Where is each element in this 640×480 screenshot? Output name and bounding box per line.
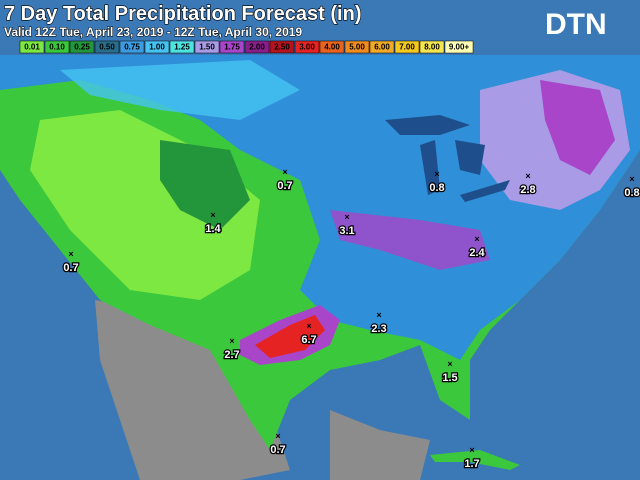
- point-label: 1.5: [442, 372, 457, 384]
- point-marker: ×: [469, 445, 474, 455]
- legend-label: 2.00: [249, 43, 265, 52]
- legend-label: 0.50: [99, 43, 115, 52]
- point-label: 0.7: [63, 262, 78, 274]
- precip-cyan: [60, 60, 300, 120]
- legend-swatch: [244, 40, 270, 54]
- title: 7 Day Total Precipitation Forecast (in): [4, 3, 361, 25]
- lake-michigan: [420, 140, 440, 195]
- legend: 0.01 0.10 0.25 0.50 0.75 1.00 1.25 1.50 1.75 2.00…: [19, 40, 474, 54]
- legend-swatch: [394, 40, 420, 54]
- lake-erie: [460, 180, 510, 202]
- legend-swatch: [44, 40, 70, 54]
- legend-label: 2.50: [274, 43, 290, 52]
- legend-swatch: [419, 40, 445, 54]
- legend-label: 1.75: [224, 43, 240, 52]
- point-marker: ×: [210, 210, 215, 220]
- legend-label: 9.00+: [449, 43, 470, 52]
- point-label: 2.3: [371, 323, 386, 335]
- point-label: 6.7: [301, 334, 316, 346]
- point-marker: ×: [447, 359, 452, 369]
- point-label: 2.7: [224, 349, 239, 361]
- legend-label: 1.25: [174, 43, 190, 52]
- precip-red: [255, 315, 325, 358]
- point-marker: ×: [306, 321, 311, 331]
- legend-label: 5.00: [349, 43, 365, 52]
- point-marker: ×: [282, 167, 287, 177]
- precip-dark-green: [160, 140, 250, 230]
- legend-swatch: [219, 40, 245, 54]
- point-label: 2.8: [520, 184, 535, 196]
- legend-label: 3.00: [299, 43, 315, 52]
- point-label: 0.7: [277, 180, 292, 192]
- point-marker: ×: [474, 234, 479, 244]
- point-label: 3.1: [339, 225, 354, 237]
- point-marker: ×: [376, 310, 381, 320]
- point-labels: × 0.7 × 0.8 × 2.8 × 0.8 × 1.4 × 3.1 × 0.7 × 2.4 × 2.3 × 6.7…: [62, 167, 640, 471]
- legend-swatch: [69, 40, 95, 54]
- point-marker: ×: [434, 169, 439, 179]
- legend-label: 1.00: [149, 43, 165, 52]
- legend-swatch: [19, 40, 45, 54]
- legend-label: 8.00: [424, 43, 440, 52]
- legend-label: 6.00: [374, 43, 390, 52]
- point-label: 0.8: [624, 187, 639, 199]
- point-label: 0.8: [429, 182, 444, 194]
- legend-swatch: [319, 40, 345, 54]
- legend-label: 4.00: [324, 43, 340, 52]
- legend-swatch: [444, 40, 474, 54]
- legend-swatch: [194, 40, 220, 54]
- legend-label: 0.75: [124, 43, 140, 52]
- cuba: [430, 450, 520, 470]
- point-label: 2.4: [469, 247, 485, 259]
- legend-label: 0.01: [24, 43, 40, 52]
- precip-purple: [540, 80, 615, 175]
- lake-superior: [385, 115, 470, 135]
- logo: DTN: [545, 8, 607, 41]
- point-marker: ×: [525, 171, 530, 181]
- yucatan: [330, 410, 430, 480]
- point-marker: ×: [629, 174, 634, 184]
- legend-swatch: [144, 40, 170, 54]
- precip-purple-band: [330, 210, 490, 270]
- legend-swatch: [369, 40, 395, 54]
- point-label: 0.7: [270, 444, 285, 456]
- mexico: [95, 300, 290, 480]
- legend-swatch: [294, 40, 320, 54]
- subtitle: Valid 12Z Tue, April 23, 2019 - 12Z Tue,…: [4, 25, 302, 39]
- legend-swatch: [94, 40, 120, 54]
- legend-swatch: [169, 40, 195, 54]
- legend-swatch: [119, 40, 145, 54]
- legend-label: 0.10: [49, 43, 65, 52]
- point-marker: ×: [229, 336, 234, 346]
- point-marker: ×: [275, 431, 280, 441]
- legend-label: 7.00: [399, 43, 415, 52]
- legend-swatch: [344, 40, 370, 54]
- legend-label: 1.50: [199, 43, 215, 52]
- lake-huron: [455, 140, 485, 175]
- point-marker: ×: [344, 212, 349, 222]
- legend-swatch: [269, 40, 295, 54]
- point-label: 1.7: [464, 458, 479, 470]
- point-label: 1.4: [205, 223, 221, 235]
- legend-label: 0.25: [74, 43, 90, 52]
- point-marker: ×: [68, 249, 73, 259]
